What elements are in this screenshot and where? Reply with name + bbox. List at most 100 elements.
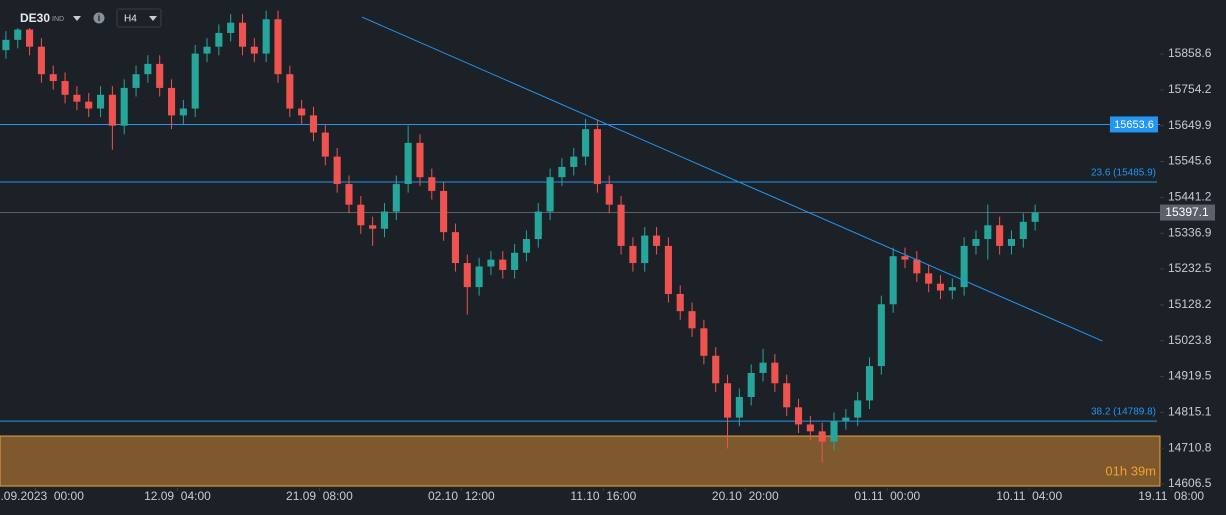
y-tick-label: 15441.2 xyxy=(1168,190,1212,204)
candle-body xyxy=(511,252,519,270)
candle-body xyxy=(972,239,980,246)
candle-body xyxy=(830,421,838,442)
candle-body xyxy=(144,63,152,75)
candle-body xyxy=(345,184,353,205)
candle-body xyxy=(309,115,318,133)
last-price-label: 15397.1 xyxy=(1165,205,1209,219)
candle-body xyxy=(759,362,767,373)
candle-body xyxy=(97,94,105,109)
x-tick-label: 20.10 20:00 xyxy=(712,489,779,503)
x-tick-label: 19.11 08:00 xyxy=(1138,489,1204,503)
candle-body xyxy=(167,87,176,116)
candle-body xyxy=(215,32,223,47)
candle-body xyxy=(818,431,826,442)
candle-body xyxy=(475,266,483,288)
zone xyxy=(0,435,1161,487)
candle-body xyxy=(14,29,22,40)
y-tick-label: 15128.2 xyxy=(1168,297,1212,311)
info-icon[interactable] xyxy=(93,12,105,24)
candle-body xyxy=(534,211,542,240)
candle-body xyxy=(570,156,578,167)
candle-body xyxy=(49,74,57,82)
candle-body xyxy=(250,46,258,54)
candle-body xyxy=(463,263,471,288)
candle-body xyxy=(227,22,235,33)
dropdown-arrow[interactable] xyxy=(73,16,81,21)
candle-body xyxy=(37,46,45,75)
fib-label: 23.6 (15485.9) xyxy=(1091,168,1156,179)
candle-body xyxy=(901,256,909,260)
candle-body xyxy=(546,177,554,212)
candle-body xyxy=(688,311,696,329)
candle-body xyxy=(203,46,211,54)
fib-label: 38.2 (14789.8) xyxy=(1091,407,1156,418)
candle-body xyxy=(1019,221,1027,240)
timeframe-box[interactable] xyxy=(116,8,162,28)
candle-body xyxy=(428,177,436,191)
info-glyph: i xyxy=(98,13,101,23)
y-tick-label: 15754.2 xyxy=(1168,82,1212,96)
y-tick-label: 14815.1 xyxy=(1168,405,1212,419)
candle-body xyxy=(854,400,862,418)
candle-body xyxy=(85,101,93,109)
candle-body xyxy=(298,108,306,116)
symbol-box[interactable] xyxy=(6,10,86,28)
candle-body xyxy=(499,259,507,270)
candle-body xyxy=(653,235,661,246)
candle-body xyxy=(522,239,530,253)
x-tick-label: 12.09 04:00 xyxy=(144,489,211,503)
zone-label: 01h 39m xyxy=(1105,463,1156,478)
candle-body xyxy=(132,74,140,88)
candle-body xyxy=(865,366,874,401)
candle-body xyxy=(26,29,34,47)
x-tick-label: 21.09 08:00 xyxy=(286,489,353,503)
candle-body xyxy=(558,166,566,178)
level-label-box xyxy=(1110,116,1158,133)
x-tick-label: 01.11 00:00 xyxy=(854,489,920,503)
y-tick-label: 14710.8 xyxy=(1168,440,1212,454)
y-tick-label: 14606.5 xyxy=(1168,476,1212,490)
y-tick-label: 15649.9 xyxy=(1168,118,1212,132)
candle-body xyxy=(2,39,10,51)
candle-body xyxy=(984,225,992,240)
candle-body xyxy=(1007,239,1016,246)
level-label: 15653.6 xyxy=(1114,119,1154,131)
candle-body xyxy=(617,204,625,246)
candle-body xyxy=(582,129,590,157)
candle-body xyxy=(380,211,389,229)
candle-body xyxy=(156,63,164,88)
candle-body xyxy=(120,87,128,126)
y-tick-label: 15023.8 xyxy=(1168,333,1212,347)
candle-body xyxy=(700,328,708,356)
candle-body xyxy=(794,407,803,425)
candle-body xyxy=(333,156,341,185)
candle-body xyxy=(877,304,885,367)
candle-body xyxy=(960,245,968,288)
candle-body xyxy=(889,256,897,305)
candle-body xyxy=(936,283,945,291)
candle-body xyxy=(392,184,400,212)
candle-body xyxy=(996,225,1004,246)
trendline xyxy=(361,16,1103,342)
y-tick-label: 15858.6 xyxy=(1168,46,1212,60)
dropdown-arrow[interactable] xyxy=(149,16,157,21)
x-tick-label: 10.11 04:00 xyxy=(996,489,1062,503)
candle-body xyxy=(451,232,460,264)
candle-body xyxy=(262,19,270,54)
candle-body xyxy=(321,132,329,157)
y-tick-label: 15232.5 xyxy=(1168,261,1212,275)
candle-body xyxy=(416,142,424,178)
candle-body xyxy=(179,108,187,116)
market: IND xyxy=(52,16,64,23)
y-tick-label: 14919.5 xyxy=(1168,369,1212,383)
candle-body xyxy=(664,245,672,294)
candle-body xyxy=(676,293,684,312)
candle-body xyxy=(771,362,779,384)
candle-body xyxy=(925,273,933,284)
timeframe: H4 xyxy=(124,14,137,25)
x-tick-label: 01.09.2023 00:00 xyxy=(0,489,84,503)
candle-body xyxy=(806,424,814,432)
